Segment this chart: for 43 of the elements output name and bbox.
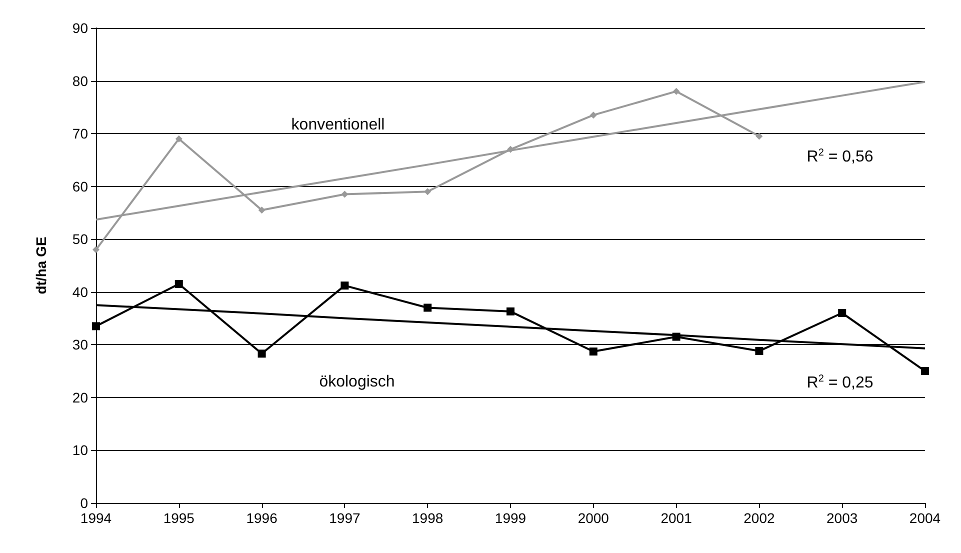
y-tick-label: 40: [72, 284, 88, 300]
point: [756, 132, 763, 140]
point: [838, 309, 846, 317]
x-tick-label: 2000: [578, 510, 610, 526]
x-tick-label: 1996: [246, 510, 278, 526]
point: [672, 332, 680, 341]
point: [921, 367, 929, 376]
y-tick-label: 50: [72, 231, 88, 248]
x-tick-label: 1998: [412, 510, 444, 526]
point: [258, 350, 266, 358]
y-tick-label: 70: [72, 126, 88, 142]
point: [424, 188, 432, 196]
point: [340, 282, 349, 290]
annotation: ökologisch: [319, 374, 395, 390]
y-tick-label: 0: [80, 495, 88, 511]
x-tick-label: 1994: [80, 510, 112, 526]
x-tick-label: 1995: [163, 510, 195, 526]
point: [672, 88, 680, 95]
annotation: konventionell: [291, 116, 385, 134]
point: [92, 246, 100, 254]
point: [590, 112, 597, 119]
y-tick-label: 10: [72, 442, 88, 458]
point: [175, 135, 182, 142]
y-tick-label: 30: [72, 336, 88, 353]
x-tick-label: 2004: [909, 510, 941, 526]
x-tick-label: 1997: [329, 510, 360, 526]
x-tick-label: 2001: [660, 510, 692, 526]
point: [174, 280, 183, 288]
point: [755, 347, 764, 355]
x-tick-label: 1999: [494, 510, 526, 526]
y-tick-label: 90: [72, 20, 88, 36]
y-tick-label: 60: [72, 178, 88, 194]
y-tick-label: 20: [72, 389, 88, 406]
point: [424, 304, 432, 312]
y-tick-label: 80: [72, 72, 88, 89]
point: [341, 190, 348, 198]
point: [506, 307, 514, 316]
x-tick-label: 2002: [744, 510, 775, 526]
point: [258, 206, 266, 214]
point: [589, 348, 598, 356]
point: [92, 322, 100, 330]
y-axis-title: dt/ha GE: [33, 236, 49, 294]
x-tick-label: 2003: [826, 510, 858, 526]
